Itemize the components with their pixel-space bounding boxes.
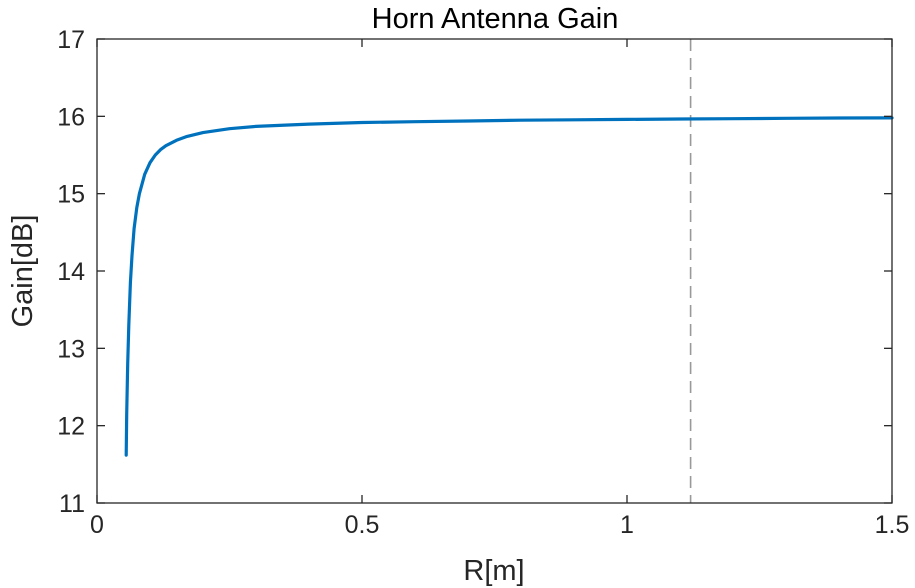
- series-group: [124, 116, 894, 457]
- ticks: [96, 38, 893, 504]
- y-axis-label: Gain[dB]: [7, 215, 39, 328]
- y-tick-label: 17: [57, 26, 85, 54]
- series-line: [124, 116, 894, 457]
- y-tick-label: 13: [57, 335, 85, 363]
- y-tick-label: 16: [57, 103, 85, 131]
- x-tick-label: 1.5: [875, 511, 910, 539]
- y-tick-label: 11: [59, 490, 85, 518]
- tick-labels: 0 0.5 1 1.5 11 12 13 14 15 16 17: [57, 26, 909, 539]
- plot-area: [97, 39, 892, 503]
- y-tick-label: 15: [57, 181, 85, 209]
- chart-title: Horn Antenna Gain: [372, 3, 619, 35]
- x-tick-label: 0: [90, 511, 104, 539]
- x-tick-label: 1: [620, 511, 634, 539]
- y-tick-label: 14: [57, 258, 85, 286]
- x-tick-label: 0.5: [345, 511, 380, 539]
- y-tick-label: 12: [57, 413, 85, 441]
- x-axis-label: R[m]: [463, 555, 524, 587]
